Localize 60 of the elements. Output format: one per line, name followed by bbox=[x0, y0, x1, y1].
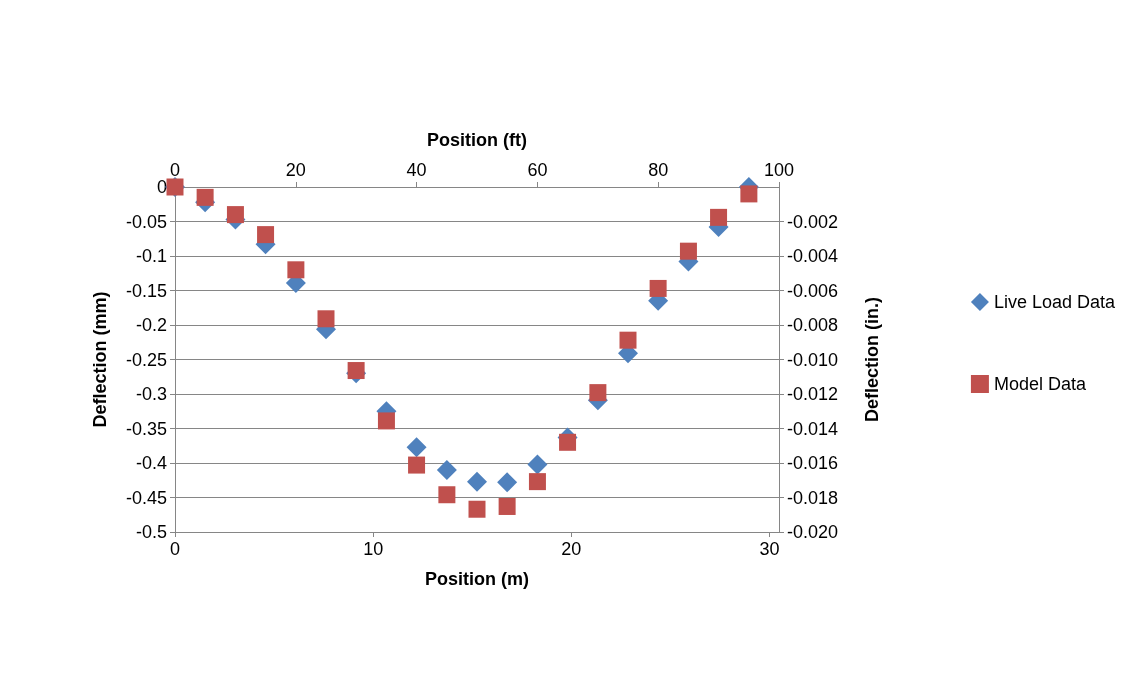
x-tick-label: 0 bbox=[169, 539, 181, 559]
y2-tick-label: -0.002 bbox=[787, 211, 839, 232]
point bbox=[559, 433, 577, 451]
point bbox=[527, 454, 548, 475]
point bbox=[710, 208, 728, 226]
point bbox=[317, 310, 335, 328]
point bbox=[589, 384, 607, 402]
x-tick-label: 20 bbox=[561, 539, 582, 559]
y-tick-label: -0.25 bbox=[125, 349, 167, 370]
y2-tick-label: -0.010 bbox=[787, 349, 839, 370]
y-tick-label: 0 bbox=[156, 177, 167, 197]
x2-tick-label: 80 bbox=[648, 160, 669, 180]
y-tick-label: -0.5 bbox=[135, 522, 167, 542]
point bbox=[619, 331, 637, 349]
point bbox=[287, 261, 305, 279]
y-axis-title: Deflection (mm) bbox=[90, 291, 110, 428]
y2-axis-title: Deflection (in.) bbox=[862, 297, 882, 422]
point bbox=[498, 497, 516, 515]
point bbox=[497, 472, 518, 493]
y2-tick-label: -0.018 bbox=[787, 487, 839, 508]
point bbox=[226, 206, 244, 224]
x2-tick-label: 0 bbox=[169, 160, 181, 180]
x-tick-label: 10 bbox=[363, 539, 384, 559]
y-tick-label: -0.45 bbox=[125, 487, 167, 508]
y-tick-label: -0.15 bbox=[125, 280, 167, 301]
y-tick-label: -0.35 bbox=[125, 418, 167, 439]
y2-tick-label: -0.008 bbox=[787, 315, 839, 335]
y-tick-label: -0.05 bbox=[125, 211, 167, 232]
point bbox=[528, 473, 546, 491]
y2-tick-label: -0.016 bbox=[787, 453, 839, 473]
legend-label: Live Load Data bbox=[993, 292, 1116, 312]
y2-tick-label: -0.006 bbox=[787, 280, 839, 301]
x2-tick-label: 20 bbox=[285, 160, 306, 180]
x2-tick-label: 60 bbox=[527, 160, 548, 180]
point bbox=[740, 185, 758, 203]
point bbox=[679, 242, 697, 260]
x2-axis-title: Position (ft) bbox=[427, 130, 527, 150]
point bbox=[467, 471, 487, 492]
x-axis-title: Position (m) bbox=[425, 569, 529, 589]
point bbox=[257, 226, 275, 244]
x2-tick-label: 40 bbox=[406, 160, 427, 180]
y2-tick-label: -0.012 bbox=[787, 384, 839, 404]
x2-tick-label: 100 bbox=[763, 160, 795, 180]
y2-tick-label: -0.004 bbox=[787, 246, 839, 266]
point bbox=[377, 412, 395, 430]
y2-tick-label: -0.020 bbox=[787, 522, 839, 542]
point bbox=[438, 486, 456, 504]
y-tick-label: -0.2 bbox=[135, 315, 167, 335]
legend-label: Model Data bbox=[993, 374, 1087, 394]
point bbox=[196, 188, 214, 206]
point bbox=[408, 456, 426, 474]
y2-tick-label: -0.014 bbox=[787, 418, 839, 439]
point bbox=[649, 279, 667, 297]
x-tick-label: 30 bbox=[759, 539, 780, 559]
y-tick-label: -0.1 bbox=[135, 246, 167, 266]
point bbox=[436, 459, 457, 480]
y-tick-label: -0.3 bbox=[135, 384, 167, 404]
y-tick-label: -0.4 bbox=[135, 453, 167, 473]
point bbox=[406, 437, 427, 458]
point bbox=[468, 500, 486, 518]
